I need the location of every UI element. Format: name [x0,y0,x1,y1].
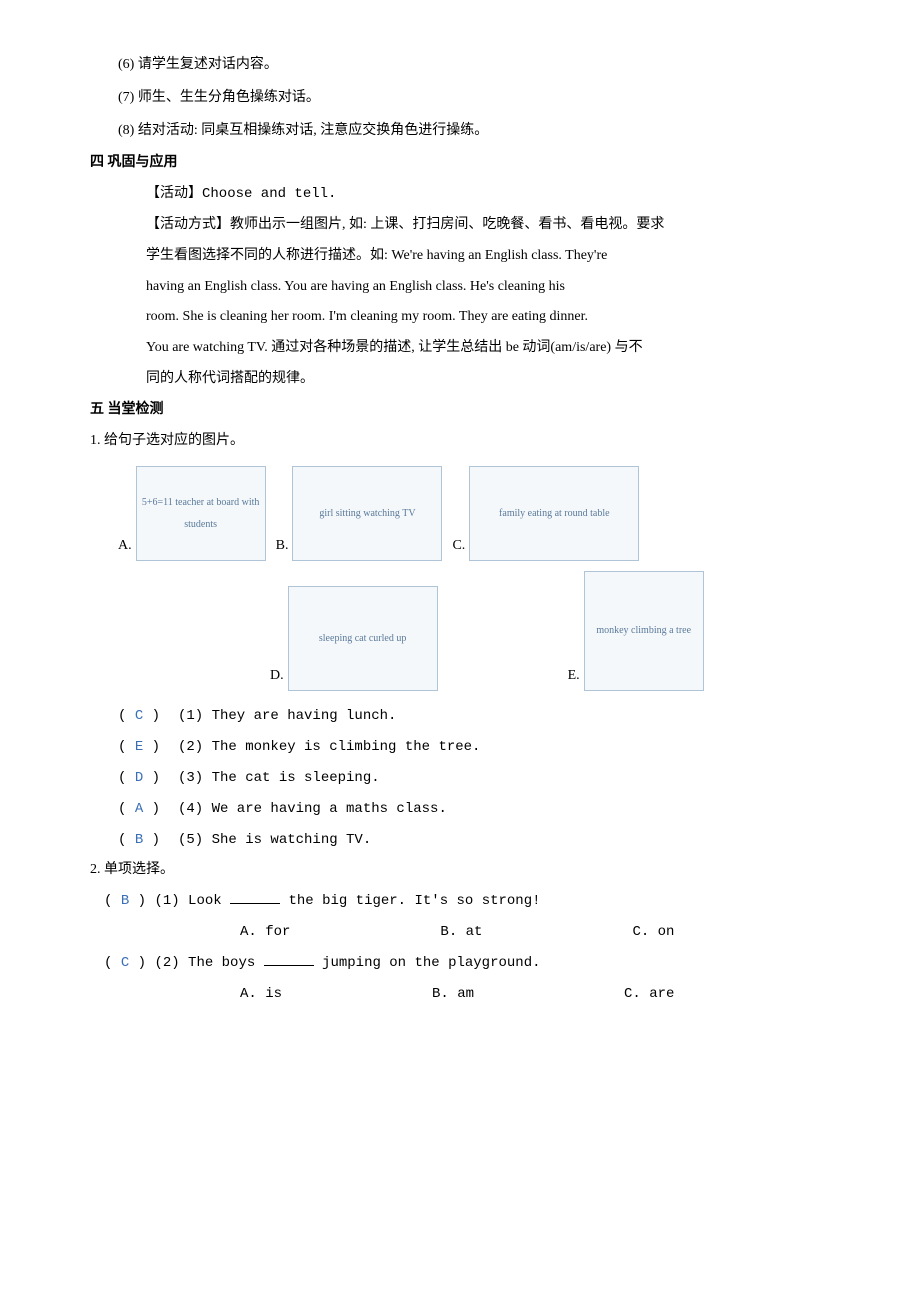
q1-item-4-text: (4) We are having a maths class. [178,794,447,825]
q1-item-2-text: (2) The monkey is climbing the tree. [178,732,480,763]
q2-item-2-stem-before: (2) The boys [154,955,263,971]
blank-icon [264,952,314,966]
q1-item-2-answer: E [135,739,143,755]
image-d: sleeping cat curled up [288,586,438,691]
q2-item-1-opt-b: B. at [440,917,482,948]
blank-icon [230,890,280,904]
q1-item-2: ( E ) (2) The monkey is climbing the tre… [90,732,830,763]
q1-item-3-answer: D [135,770,143,786]
q1-item-1-answer: C [135,708,143,724]
image-e-box: E. monkey climbing a tree [568,571,704,691]
q2-item-2-options: A. is B. am C. are [90,979,830,1010]
image-b: girl sitting watching TV [292,466,442,561]
q2-prompt: 2. 单项选择。 [90,855,830,886]
image-b-box: B. girl sitting watching TV [276,466,443,561]
q1-item-3: ( D ) (3) The cat is sleeping. [90,763,830,794]
q2-item-2-opt-b: B. am [432,979,474,1010]
activity-method-text-5: You are watching TV. 通过对各种场景的描述, 让学生总结出 … [90,333,830,364]
q1-item-1: ( C ) (1) They are having lunch. [90,701,830,732]
q1-prompt: 1. 给句子选对应的图片。 [90,426,830,457]
q1-image-row-1: A. 5+6=11 teacher at board with students… [90,466,830,561]
image-e: monkey climbing a tree [584,571,704,691]
q2-item-1-stem-after: the big tiger. It's so strong! [280,893,540,909]
q1-item-5: ( B ) (5) She is watching TV. [90,825,830,856]
image-c-box: C. family eating at round table [452,466,639,561]
activity-method-text-2: 学生看图选择不同的人称进行描述。如: We're having an Engli… [90,241,830,272]
q2-item-1: ( B ) (1) Look the big tiger. It's so st… [90,886,830,917]
q1-item-5-answer: B [135,832,143,848]
image-b-label: B. [276,531,289,562]
activity-method-text-3: having an English class. You are having … [90,272,830,303]
activity-label: 【活动】Choose and tell. [90,179,830,210]
q1-item-4: ( A ) (4) We are having a maths class. [90,794,830,825]
q1-image-row-2: D. sleeping cat curled up E. monkey clim… [90,571,830,691]
q2-item-1-opt-c: C. on [632,917,674,948]
q2-item-2: ( C ) (2) The boys jumping on the playgr… [90,948,830,979]
image-d-box: D. sleeping cat curled up [270,586,438,691]
q1-item-1-text: (1) They are having lunch. [178,701,396,732]
dialog-step-7: (7) 师生、生生分角色操练对话。 [90,83,830,114]
activity-method-label: 【活动方式】 [146,217,230,232]
q2-item-1-answer: B [121,893,129,909]
image-a-box: A. 5+6=11 teacher at board with students [118,466,266,561]
q2-item-2-opt-a: A. is [240,979,282,1010]
image-d-label: D. [270,661,284,692]
q2-item-2-opt-c: C. are [624,979,674,1010]
q1-item-5-text: (5) She is watching TV. [178,825,371,856]
section-5-heading: 五 当堂检测 [90,395,830,426]
q1-item-4-answer: A [135,801,143,817]
activity-method-text-1: 教师出示一组图片, 如: 上课、打扫房间、吃晚餐、看书、看电视。要求 [230,217,664,232]
dialog-step-6: (6) 请学生复述对话内容。 [90,50,830,81]
activity-method-text-6: 同的人称代词搭配的规律。 [90,364,830,395]
image-a-label: A. [118,531,132,562]
image-c: family eating at round table [469,466,639,561]
activity-method: 【活动方式】教师出示一组图片, 如: 上课、打扫房间、吃晚餐、看书、看电视。要求 [90,210,830,241]
q2-item-1-stem-before: (1) Look [154,893,230,909]
q2-item-1-options: A. for B. at C. on [90,917,830,948]
section-4-heading: 四 巩固与应用 [90,148,830,179]
dialog-step-8: (8) 结对活动: 同桌互相操练对话, 注意应交换角色进行操练。 [90,116,830,147]
activity-method-text-4: room. She is cleaning her room. I'm clea… [90,302,830,333]
q2-item-2-stem-after: jumping on the playground. [314,955,541,971]
q1-item-3-text: (3) The cat is sleeping. [178,763,380,794]
q2-item-2-answer: C [121,955,129,971]
image-a: 5+6=11 teacher at board with students [136,466,266,561]
image-e-label: E. [568,661,580,692]
q2-item-1-opt-a: A. for [240,917,290,948]
image-c-label: C. [452,531,465,562]
